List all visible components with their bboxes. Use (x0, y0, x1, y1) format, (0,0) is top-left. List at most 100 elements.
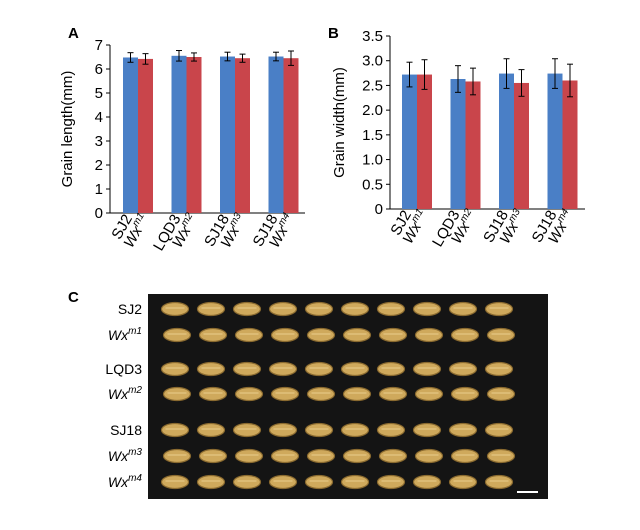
bar (499, 73, 514, 210)
bar (465, 81, 481, 209)
panel-letter-c: C (68, 289, 79, 306)
rice-grain (340, 422, 370, 438)
bar (268, 56, 284, 213)
rice-grain (232, 301, 262, 317)
rice-grain (376, 301, 406, 317)
bar (562, 80, 578, 209)
rice-grain (268, 474, 298, 490)
rice-grain (342, 448, 372, 464)
bar (514, 82, 529, 209)
rice-grain (232, 361, 262, 377)
y-tick-label: 2 (95, 157, 103, 174)
rice-grain (378, 327, 408, 343)
rice-grain (484, 361, 514, 377)
bar (171, 55, 187, 213)
rice-grain (412, 474, 442, 490)
rice-grain (484, 301, 514, 317)
grain-photo (148, 294, 548, 499)
panel-letter-a: A (68, 25, 79, 42)
rice-grain (486, 386, 516, 402)
rice-grain (340, 474, 370, 490)
rice-grain (232, 474, 262, 490)
rice-grain (448, 422, 478, 438)
rice-grain (342, 327, 372, 343)
rice-grain (412, 301, 442, 317)
rice-grain (448, 361, 478, 377)
rice-grain (198, 327, 228, 343)
rice-grain (450, 448, 480, 464)
rice-grain (270, 448, 300, 464)
rice-grain (162, 448, 192, 464)
y-tick-label: 0 (375, 201, 383, 218)
y-tick-label: 3 (95, 133, 103, 150)
grain-photo-labels: SJ2 Wxm1 LQD3 Wxm2 SJ18 Wxm3 Wxm4 (105, 301, 142, 490)
y-tick-label: 5 (95, 85, 103, 102)
y-tick-label: 2.5 (362, 77, 383, 94)
rice-grain (306, 386, 336, 402)
rice-grain (484, 474, 514, 490)
y-axis-title: Grain width(mm) (331, 67, 348, 178)
photo-row-label: SJ2 (118, 301, 142, 317)
rice-grain (160, 301, 190, 317)
rice-grain (162, 386, 192, 402)
rice-grain (196, 301, 226, 317)
rice-grain (486, 327, 516, 343)
rice-grain (160, 361, 190, 377)
rice-grain (306, 448, 336, 464)
y-tick-label: 2.0 (362, 102, 383, 119)
rice-grain (414, 386, 444, 402)
y-tick-label: 6 (95, 61, 103, 78)
bar (123, 57, 138, 214)
rice-grain (340, 301, 370, 317)
y-tick-label: 0.5 (362, 176, 383, 193)
rice-grain (304, 301, 334, 317)
rice-grain (234, 327, 264, 343)
bar (283, 58, 299, 214)
rice-grain (198, 448, 228, 464)
rice-grain (378, 386, 408, 402)
rice-grain (448, 301, 478, 317)
bar (417, 74, 432, 209)
rice-grain (486, 448, 516, 464)
rice-grain (378, 448, 408, 464)
bar (402, 74, 417, 209)
y-axis-title: Grain length(mm) (59, 71, 76, 188)
rice-grain (340, 361, 370, 377)
rice-grain (162, 327, 192, 343)
rice-grain (304, 474, 334, 490)
bar (186, 57, 202, 213)
y-tick-label: 3.5 (362, 28, 383, 45)
rice-grain (342, 386, 372, 402)
y-tick-label: 3.0 (362, 53, 383, 70)
bar (235, 58, 250, 214)
rice-grain (270, 327, 300, 343)
rice-grain (160, 422, 190, 438)
bar (547, 73, 563, 210)
bar (450, 79, 466, 209)
y-tick-label: 1.5 (362, 127, 383, 144)
y-tick-label: 1 (95, 181, 103, 198)
rice-grain (450, 327, 480, 343)
photo-row-label: Wxm2 (108, 385, 143, 402)
rice-grain (412, 361, 442, 377)
y-tick-label: 7 (95, 37, 103, 54)
rice-grain (234, 448, 264, 464)
photo-row-label: LQD3 (105, 361, 142, 377)
rice-grain (304, 361, 334, 377)
rice-grain (268, 361, 298, 377)
rice-grain (448, 474, 478, 490)
rice-grain (450, 386, 480, 402)
rice-grain (270, 386, 300, 402)
rice-grain (306, 327, 336, 343)
rice-grain (196, 361, 226, 377)
rice-grain (196, 474, 226, 490)
photo-row-label: Wxm4 (108, 473, 143, 490)
photo-row-label: Wxm3 (108, 447, 143, 464)
panel-letter-b: B (328, 25, 339, 42)
rice-grain (268, 422, 298, 438)
rice-grain (268, 301, 298, 317)
rice-grain (376, 361, 406, 377)
rice-grain (414, 327, 444, 343)
